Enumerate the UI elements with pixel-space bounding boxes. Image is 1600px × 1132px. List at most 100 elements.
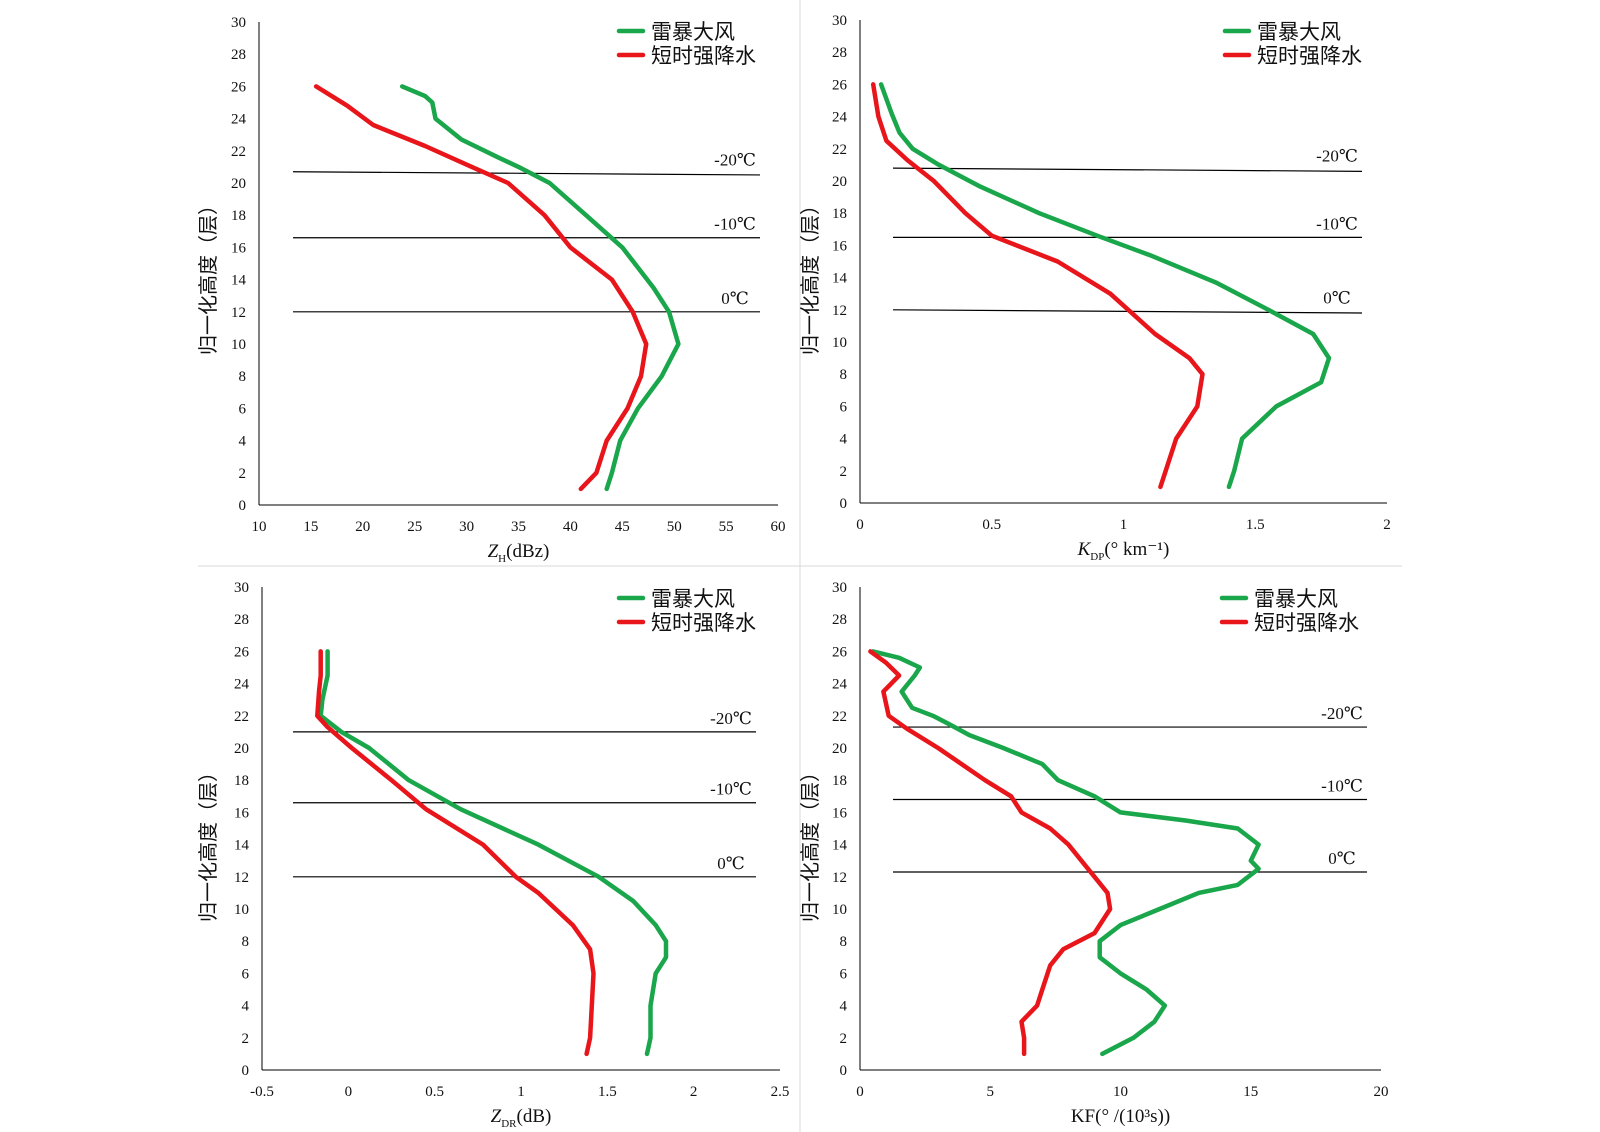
y-axis-title: 归一化高度（层） bbox=[798, 195, 822, 355]
x-tick-label: 10 bbox=[1113, 1084, 1128, 1100]
legend-label: 雷暴大风 bbox=[651, 587, 735, 611]
y-axis-title: 归一化高度（层） bbox=[196, 762, 220, 922]
y-tick-label: 6 bbox=[840, 399, 848, 415]
x-tick-label: 1.5 bbox=[598, 1084, 617, 1100]
x-tick-label: 1 bbox=[1120, 517, 1128, 533]
x-tick-label: 20 bbox=[1374, 1084, 1389, 1100]
y-tick-label: 20 bbox=[832, 174, 847, 190]
x-tick-label: 25 bbox=[407, 519, 422, 535]
series-line-short-heavy-rain bbox=[870, 82, 1205, 490]
y-tick-label: 12 bbox=[231, 305, 246, 321]
y-tick-label: 14 bbox=[234, 838, 250, 854]
isotherm-label: -20℃ bbox=[710, 709, 752, 728]
isotherm-label: -10℃ bbox=[1321, 777, 1363, 796]
x-tick-label: 2.5 bbox=[771, 1084, 790, 1100]
series-line-short-heavy-rain bbox=[313, 84, 649, 492]
y-tick-label: 14 bbox=[832, 271, 848, 287]
y-tick-label: 24 bbox=[231, 112, 247, 128]
y-tick-label: 10 bbox=[234, 902, 249, 918]
legend-label: 短时强降水 bbox=[651, 611, 756, 635]
x-tick-label: 50 bbox=[667, 519, 682, 535]
legend-label: 短时强降水 bbox=[1254, 611, 1359, 635]
y-tick-label: 28 bbox=[234, 612, 249, 628]
y-tick-label: 2 bbox=[840, 464, 848, 480]
x-tick-label: 0 bbox=[856, 1084, 864, 1100]
y-tick-label: 2 bbox=[840, 1031, 848, 1047]
isotherm-label: -20℃ bbox=[1321, 704, 1363, 723]
y-tick-label: 16 bbox=[234, 805, 250, 821]
legend-label: 短时强降水 bbox=[1257, 44, 1362, 68]
series-line-short-heavy-rain bbox=[868, 649, 1113, 1057]
isotherm-label: 0℃ bbox=[1328, 849, 1356, 868]
isotherm-label: 0℃ bbox=[721, 289, 749, 308]
x-tick-label: 5 bbox=[987, 1084, 995, 1100]
y-tick-label: 4 bbox=[239, 434, 247, 450]
x-axis-title: KDP(° km⁻¹) bbox=[1077, 539, 1170, 563]
x-axis-title: KF(° /(10³s)) bbox=[1071, 1106, 1170, 1127]
y-tick-label: 2 bbox=[239, 466, 247, 482]
x-axis-title: ZH(dBz) bbox=[488, 541, 550, 565]
y-tick-label: 26 bbox=[832, 77, 848, 93]
isotherm-label: -20℃ bbox=[714, 150, 756, 169]
isotherm-label: -10℃ bbox=[714, 215, 756, 234]
y-tick-label: 26 bbox=[234, 644, 250, 660]
x-tick-label: 30 bbox=[459, 519, 474, 535]
y-tick-label: 28 bbox=[231, 47, 246, 63]
y-tick-label: 16 bbox=[832, 805, 848, 821]
x-tick-label: 2 bbox=[1383, 517, 1391, 533]
y-tick-label: 6 bbox=[242, 966, 250, 982]
y-tick-label: 20 bbox=[231, 176, 246, 192]
y-tick-label: 4 bbox=[242, 999, 250, 1015]
y-tick-label: 26 bbox=[832, 644, 848, 660]
x-tick-label: 40 bbox=[563, 519, 578, 535]
x-tick-label: 20 bbox=[355, 519, 370, 535]
legend-label: 雷暴大风 bbox=[1254, 587, 1338, 611]
y-axis-title: 归一化高度（层） bbox=[196, 195, 220, 355]
y-tick-label: 10 bbox=[832, 335, 847, 351]
y-tick-label: 30 bbox=[231, 15, 246, 31]
isotherm-label: -10℃ bbox=[710, 780, 752, 799]
x-tick-label: 60 bbox=[771, 519, 786, 535]
x-tick-label: 1 bbox=[517, 1084, 525, 1100]
legend-label: 短时强降水 bbox=[651, 44, 756, 68]
y-tick-label: 30 bbox=[832, 580, 847, 596]
y-tick-label: 18 bbox=[832, 206, 847, 222]
y-tick-label: 26 bbox=[231, 79, 247, 95]
y-tick-label: 24 bbox=[832, 677, 848, 693]
isotherm-label: 0℃ bbox=[1323, 288, 1351, 307]
chart-panel-1: 10 15 20 25 30 35 40 45 50 55 60024681012141618202… bbox=[196, 15, 786, 565]
series-line-thunderstorm-gale bbox=[399, 84, 681, 492]
y-tick-label: 8 bbox=[239, 369, 247, 385]
y-tick-label: 12 bbox=[832, 303, 847, 319]
y-axis-title: 归一化高度（层） bbox=[798, 762, 822, 922]
y-tick-label: 8 bbox=[840, 367, 848, 383]
y-tick-label: 8 bbox=[840, 934, 848, 950]
y-tick-label: 6 bbox=[239, 401, 247, 417]
y-tick-label: 2 bbox=[242, 1031, 250, 1047]
y-tick-label: 28 bbox=[832, 45, 847, 61]
y-tick-label: 30 bbox=[234, 580, 249, 596]
y-tick-label: 24 bbox=[832, 110, 848, 126]
y-tick-label: 14 bbox=[231, 273, 247, 289]
y-tick-label: 12 bbox=[832, 870, 847, 886]
y-tick-label: 30 bbox=[832, 13, 847, 29]
y-tick-label: 14 bbox=[832, 838, 848, 854]
x-tick-label: 15 bbox=[303, 519, 318, 535]
y-tick-label: 18 bbox=[832, 773, 847, 789]
y-tick-label: 22 bbox=[231, 144, 246, 160]
y-tick-label: 20 bbox=[832, 741, 847, 757]
legend-label: 雷暴大风 bbox=[1257, 20, 1341, 44]
y-tick-label: 20 bbox=[234, 741, 249, 757]
y-tick-label: 10 bbox=[231, 337, 246, 353]
x-tick-label: 0.5 bbox=[982, 517, 1001, 533]
chart-panel-3: -0.5 0 0.5 1 1.5 2 2.5024681012141618202224262… bbox=[196, 580, 789, 1130]
x-axis-title: ZDR(dB) bbox=[491, 1106, 552, 1130]
chart-panel-2: 0 0.5 1 1.5 2024681012141618202224262830KDP(… bbox=[798, 13, 1391, 563]
chart-panel-4: 0 5 10 15 20024681012141618202224262830KF(° … bbox=[798, 580, 1389, 1127]
y-tick-label: 16 bbox=[832, 238, 848, 254]
y-tick-label: 16 bbox=[231, 240, 247, 256]
legend-label: 雷暴大风 bbox=[651, 20, 735, 44]
x-tick-label: 35 bbox=[511, 519, 526, 535]
y-tick-label: 0 bbox=[840, 1063, 848, 1079]
